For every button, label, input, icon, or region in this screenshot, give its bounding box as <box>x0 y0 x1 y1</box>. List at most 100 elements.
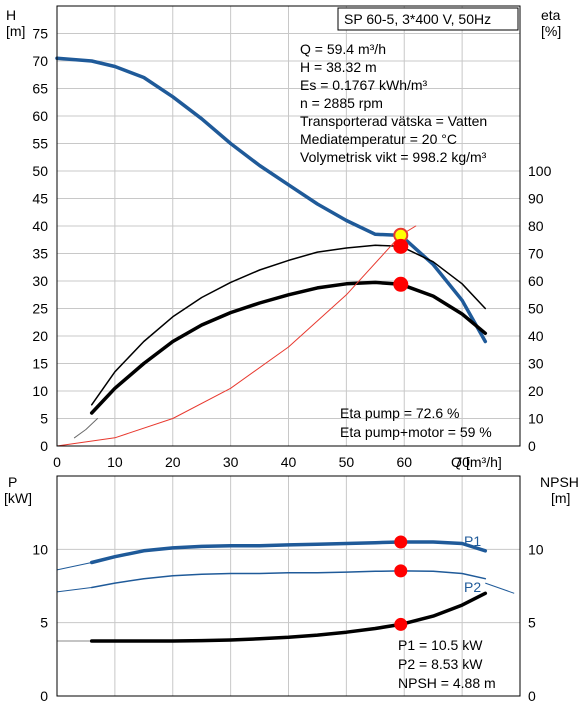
y-right-tick-label: 80 <box>528 218 544 234</box>
bottom-right-ticks: 0 5 10 <box>528 541 544 704</box>
y-right-tick-label: 70 <box>528 246 544 262</box>
y-left-tick-label: 60 <box>32 108 48 124</box>
x-tick-label: 70 <box>454 454 470 470</box>
duty-point-marker <box>393 276 409 292</box>
curve-extension <box>56 587 92 593</box>
duty-point-marker <box>394 564 408 578</box>
top-grid <box>57 6 520 446</box>
y-right-tick-label: 50 <box>528 301 544 317</box>
info-line: NPSH = 4.88 m <box>398 675 496 691</box>
top-series-line <box>73 418 98 439</box>
x-tick-label: 20 <box>165 454 181 470</box>
y-left-tick-label: 30 <box>32 273 48 289</box>
power-tick-label: 5 <box>40 615 48 631</box>
eta-info: Eta pump = 72.6 % Eta pump+motor = 59 % <box>340 405 492 440</box>
x-tick-label: 50 <box>339 454 355 470</box>
y-right-tick-label: 100 <box>528 163 552 179</box>
power-tick-label: 0 <box>40 688 48 704</box>
y-left-tick-label: 35 <box>32 246 48 262</box>
y-right-tick-label: 20 <box>528 383 544 399</box>
top-series-line <box>89 280 488 415</box>
y-right-tick-label: 90 <box>528 191 544 207</box>
bottom-grid <box>57 476 520 696</box>
power-axis-unit: [kW] <box>4 490 32 506</box>
y-right-tick-label: 40 <box>528 328 544 344</box>
y-left-tick-label: 50 <box>32 163 48 179</box>
p1-curve-label: P1 <box>464 533 481 549</box>
x-axis-unit: [m³/h] <box>466 454 502 470</box>
y-left-tick-label: 45 <box>32 191 48 207</box>
top-series-line <box>90 244 487 406</box>
npsh-axis-label: NPSH <box>540 474 579 490</box>
x-tick-label: 40 <box>281 454 297 470</box>
y-left-tick-label: 20 <box>32 328 48 344</box>
y-right-label: eta <box>541 7 561 23</box>
top-series-line <box>55 56 488 344</box>
x-tick-label: 30 <box>223 454 239 470</box>
y-left-tick-label: 15 <box>32 356 48 372</box>
info-line: Volymetrisk vikt = 998.2 kg/m³ <box>300 149 487 165</box>
y-left-tick-label: 25 <box>32 301 48 317</box>
y-left-tick-label: 5 <box>40 411 48 427</box>
duty-point-marker <box>393 238 409 254</box>
top-plot-frame <box>56 5 521 447</box>
top-x-ticks: 0 10 20 30 40 50 60 70 <box>53 454 470 470</box>
y-right-tick-label: 60 <box>528 273 544 289</box>
x-tick-label: 10 <box>107 454 123 470</box>
duty-point-marker <box>394 617 408 631</box>
eta-pump-line: Eta pump = 72.6 % <box>340 405 459 421</box>
y-left-tick-label: 10 <box>32 383 48 399</box>
npsh-tick-label: 10 <box>528 541 544 557</box>
duty-info: Q = 59.4 m³/h H = 38.32 m Es = 0.1767 kW… <box>300 41 487 165</box>
y-right-tick-label: 10 <box>528 411 544 427</box>
bottom-curves <box>56 535 515 643</box>
power-tick-label: 10 <box>32 541 48 557</box>
npsh-tick-label: 0 <box>528 688 536 704</box>
info-line: n = 2885 rpm <box>300 95 383 111</box>
y-left-tick-label: 70 <box>32 53 48 69</box>
top-right-ticks: 0 10 20 30 40 50 60 70 80 90 100 <box>528 163 552 454</box>
info-line: Q = 59.4 m³/h <box>300 41 386 57</box>
x-axis-label: Q <box>451 454 462 470</box>
p2-curve-label: P2 <box>464 579 481 595</box>
y-left-tick-label: 0 <box>40 438 48 454</box>
power-info: P1 = 10.5 kW P2 = 8.53 kW NPSH = 4.88 m <box>398 637 496 691</box>
power-axis-label: P <box>8 474 17 490</box>
curve-extension <box>485 582 515 594</box>
npsh-axis-unit: [m] <box>551 490 570 506</box>
x-tick-label: 0 <box>53 454 61 470</box>
y-left-tick-label: 55 <box>32 136 48 152</box>
curve-extension <box>56 562 92 571</box>
bottom-series-line <box>90 570 487 589</box>
title-box <box>337 7 519 31</box>
top-left-ticks: 0 5 10 15 20 25 30 35 40 45 50 55 60 65 70 75 <box>32 26 48 455</box>
info-line: P1 = 10.5 kW <box>398 637 483 653</box>
bottom-left-ticks: 0 5 10 <box>32 541 48 704</box>
info-line: Transporterad vätska = Vatten <box>300 113 487 129</box>
top-series-line <box>56 225 417 447</box>
y-left-tick-label: 65 <box>32 81 48 97</box>
y-right-tick-label: 30 <box>528 356 544 372</box>
eta-pump-motor-line: Eta pump+motor = 59 % <box>340 424 492 440</box>
y-left-unit: [m] <box>6 23 25 39</box>
y-right-unit: [%] <box>541 23 561 39</box>
info-line: Es = 0.1767 kWh/m³ <box>300 77 428 93</box>
x-tick-label: 60 <box>396 454 412 470</box>
bottom-chart: 0 5 10 0 5 10 P [kW] NPSH [m] P1 P2 P1 = 10.… <box>4 474 579 704</box>
npsh-tick-label: 5 <box>528 615 536 631</box>
bottom-series-line <box>89 540 488 565</box>
y-left-label: H <box>6 7 16 23</box>
chart-title: SP 60-5, 3*400 V, 50Hz <box>344 11 491 27</box>
bottom-series-line <box>89 591 488 643</box>
y-right-tick-label: 0 <box>528 438 536 454</box>
info-line: Mediatemperatur = 20 °C <box>300 131 457 147</box>
top-curves <box>55 56 488 447</box>
info-line: H = 38.32 m <box>300 59 377 75</box>
top-chart: 0 5 10 15 20 25 30 35 40 45 50 55 60 65 70 75 0 10 20 30 40… <box>6 5 561 470</box>
duty-point-marker <box>394 535 408 549</box>
bottom-plot-frame <box>56 475 521 697</box>
info-line: P2 = 8.53 kW <box>398 656 483 672</box>
y-left-tick-label: 75 <box>32 26 48 42</box>
y-left-tick-label: 40 <box>32 218 48 234</box>
